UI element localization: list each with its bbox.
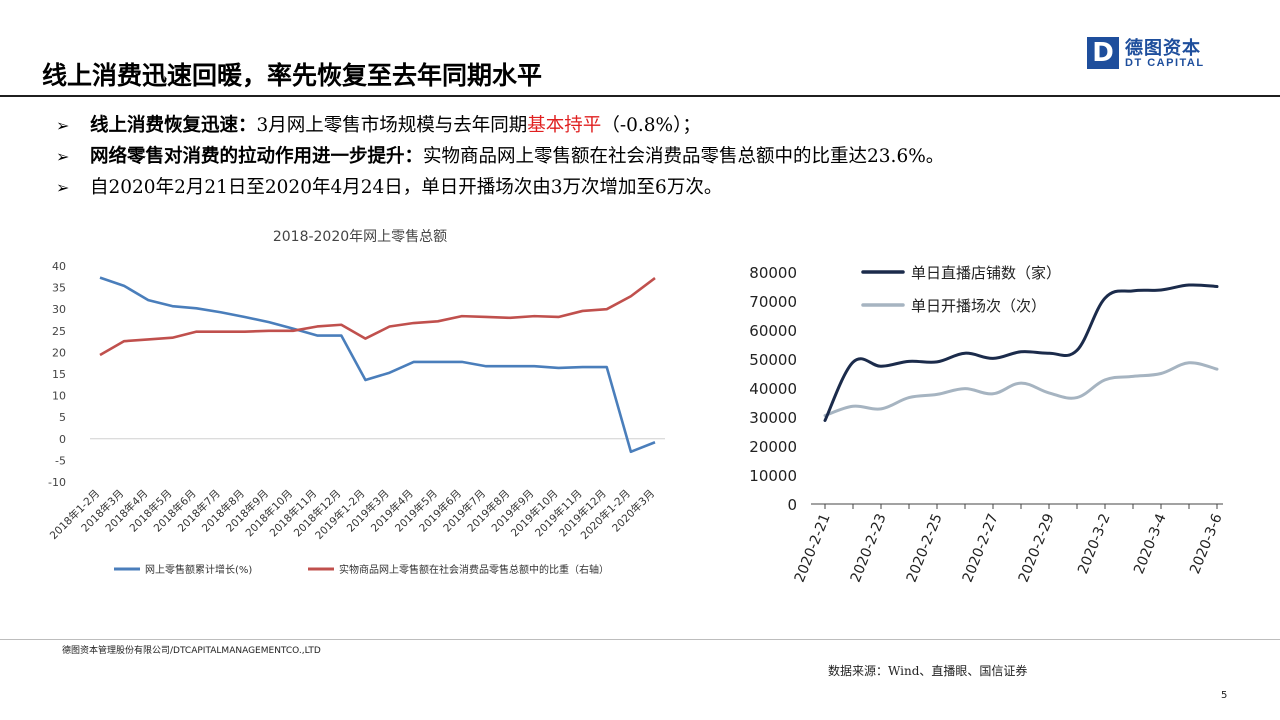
bullet-highlight: 基本持平 <box>527 115 602 136</box>
y-tick-label: 20 <box>52 346 66 359</box>
x-tick-label: 2020-3-4 <box>1131 511 1170 576</box>
chart-title: 2018-2020年网上零售总额 <box>273 229 447 245</box>
bullet-arrow-icon: ➢ <box>56 116 70 135</box>
series-line-1 <box>99 276 656 454</box>
footer-divider <box>0 639 1280 640</box>
series-line-2 <box>99 277 656 357</box>
series-line-1 <box>823 283 1219 422</box>
x-tick-label: 2020-2-21 <box>792 512 834 585</box>
legend-label-2: 单日开播场次（次） <box>911 297 1046 315</box>
y-tick-label: 10 <box>52 390 66 403</box>
bullet-item: ➢ 线上消费恢复迅速：3月网上零售市场规模与去年同期基本持平（-0.8%）； <box>56 110 1256 141</box>
y-tick-label: 35 <box>52 282 66 295</box>
bullet-text: 自2020年2月21日至2020年4月24日，单日开播场次由3万次增加至6万次。 <box>90 177 723 198</box>
x-tick-label: 2020-2-27 <box>960 512 1002 585</box>
bullet-arrow-icon: ➢ <box>56 178 70 197</box>
series-line-2 <box>823 361 1219 418</box>
x-tick-label: 2020-3-6 <box>1187 511 1226 576</box>
y-tick-label: 0 <box>787 496 797 514</box>
y-tick-label: 50000 <box>749 351 797 369</box>
x-tick-label: 2020-3-2 <box>1075 512 1114 577</box>
bullet-text-tail: （-0.8%）； <box>601 115 701 136</box>
y-tick-label: 30 <box>52 303 66 316</box>
livestream-chart: 80000 70000 60000 50000 40000 30000 20000 10000… <box>749 264 1226 585</box>
company-logo: D 德图资本 DT CAPITAL <box>1087 37 1227 73</box>
x-tick-label: 2020-2-29 <box>1016 512 1058 585</box>
y-tick-label: -10 <box>48 476 66 489</box>
online-retail-chart: 2018-2020年网上零售总额4035302520151050-5-1025.… <box>47 229 665 576</box>
bullet-item: ➢ 网络零售对消费的拉动作用进一步提升：实物商品网上零售额在社会消费品零售总额中的… <box>56 141 1256 172</box>
y-tick-label: 60000 <box>749 322 797 340</box>
bullet-bold: 网络零售对消费的拉动作用进一步提升： <box>90 146 424 167</box>
y-tick-label: 0 <box>59 433 66 446</box>
y-tick-label: 70000 <box>749 293 797 311</box>
logo-english-name: DT CAPITAL <box>1125 57 1205 69</box>
x-tick-label: 2020-2-23 <box>848 512 890 585</box>
bullet-list: ➢ 线上消费恢复迅速：3月网上零售市场规模与去年同期基本持平（-0.8%）； ➢ 网… <box>56 110 1256 203</box>
y-tick-label: 40 <box>52 260 66 273</box>
legend-label-1: 单日直播店铺数（家） <box>911 264 1061 282</box>
y-tick-label: 10000 <box>749 467 797 485</box>
y-tick-label: 20000 <box>749 438 797 456</box>
legend-label-1: 网上零售额累计增长(%) <box>145 563 252 576</box>
y-tick-label: 5 <box>59 411 66 424</box>
footer-company: 德图资本管理股份有限公司/DTCAPITALMANAGEMENTCO.,LTD <box>62 646 321 656</box>
title-divider <box>0 95 1280 97</box>
x-tick-label: 2020-2-25 <box>904 512 946 585</box>
bullet-text: 实物商品网上零售额在社会消费品零售总额中的比重达23.6%。 <box>423 146 945 167</box>
y-tick-label: -5 <box>55 454 66 467</box>
logo-chinese-name: 德图资本 <box>1125 38 1201 59</box>
y-tick-label: 80000 <box>749 264 797 282</box>
y-tick-label: 25 <box>52 325 66 338</box>
y-tick-label: 40000 <box>749 380 797 398</box>
y-tick-label: 30000 <box>749 409 797 427</box>
logo-mark: D <box>1087 37 1119 69</box>
page-title: 线上消费迅速回暖，率先恢复至去年同期水平 <box>42 61 543 90</box>
bullet-item: ➢ 自2020年2月21日至2020年4月24日，单日开播场次由3万次增加至6万次… <box>56 172 1256 203</box>
bullet-text: 3月网上零售市场规模与去年同期 <box>256 115 528 136</box>
legend-label-2: 实物商品网上零售额在社会消费品零售总额中的比重（右轴） <box>339 563 609 576</box>
y-tick-label: 15 <box>52 368 66 381</box>
bullet-bold: 线上消费恢复迅速： <box>90 115 257 136</box>
bullet-arrow-icon: ➢ <box>56 147 70 166</box>
page-number: 5 <box>1221 690 1228 701</box>
data-source: 数据来源：Wind、直播眼、国信证券 <box>828 664 1028 678</box>
